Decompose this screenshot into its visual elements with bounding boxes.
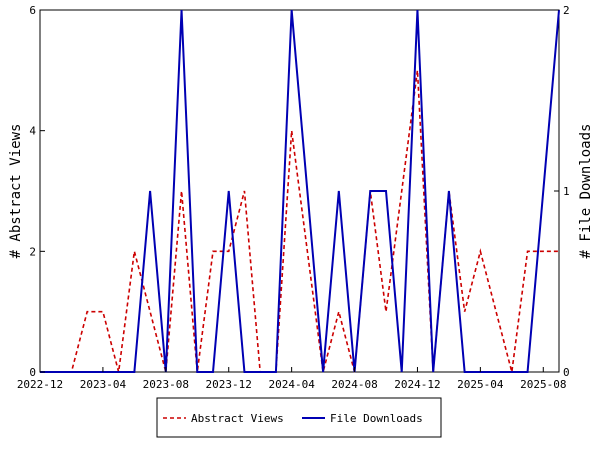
left-y-tick-label: 2	[29, 245, 36, 258]
abstract-views-line	[40, 70, 559, 373]
x-tick-label: 2023-08	[143, 378, 189, 391]
legend-box	[156, 397, 442, 438]
left-y-axis: 0 2 4 6	[29, 4, 45, 379]
right-y-axis: 0 1 2	[554, 4, 570, 379]
file-downloads-polyline	[40, 9, 560, 373]
legend-label-abstract-views: Abstract Views	[191, 412, 284, 425]
x-tick-label: 2024-08	[331, 378, 377, 391]
x-tick-label: 2024-12	[394, 378, 440, 391]
plot-area	[39, 9, 560, 373]
file-downloads-line	[40, 9, 560, 373]
left-y-axis-title: # Abstract Views	[8, 124, 24, 259]
x-axis: 2022-12 2023-04 2023-08 2023-12 2024-04 2024-…	[17, 367, 566, 391]
right-y-tick-label: 2	[563, 4, 570, 17]
x-tick-label: 2025-04	[457, 378, 504, 391]
left-y-tick-label: 6	[29, 4, 36, 17]
right-y-tick-label: 1	[563, 185, 570, 198]
plot-frame	[39, 9, 560, 373]
left-y-tick-label: 4	[29, 125, 36, 138]
abstract-views-polyline	[40, 70, 559, 373]
x-tick-label: 2022-12	[17, 378, 63, 391]
legend: Abstract Views File Downloads	[156, 397, 442, 438]
x-tick-label: 2025-08	[520, 378, 566, 391]
right-y-axis-title: # File Downloads	[578, 124, 594, 259]
x-tick-label: 2023-12	[206, 378, 252, 391]
x-tick-label: 2024-04	[268, 378, 315, 391]
x-tick-label: 2023-04	[80, 378, 127, 391]
right-y-tick-label: 0	[563, 366, 570, 379]
legend-label-file-downloads: File Downloads	[330, 412, 423, 425]
left-y-tick-label: 0	[29, 366, 36, 379]
